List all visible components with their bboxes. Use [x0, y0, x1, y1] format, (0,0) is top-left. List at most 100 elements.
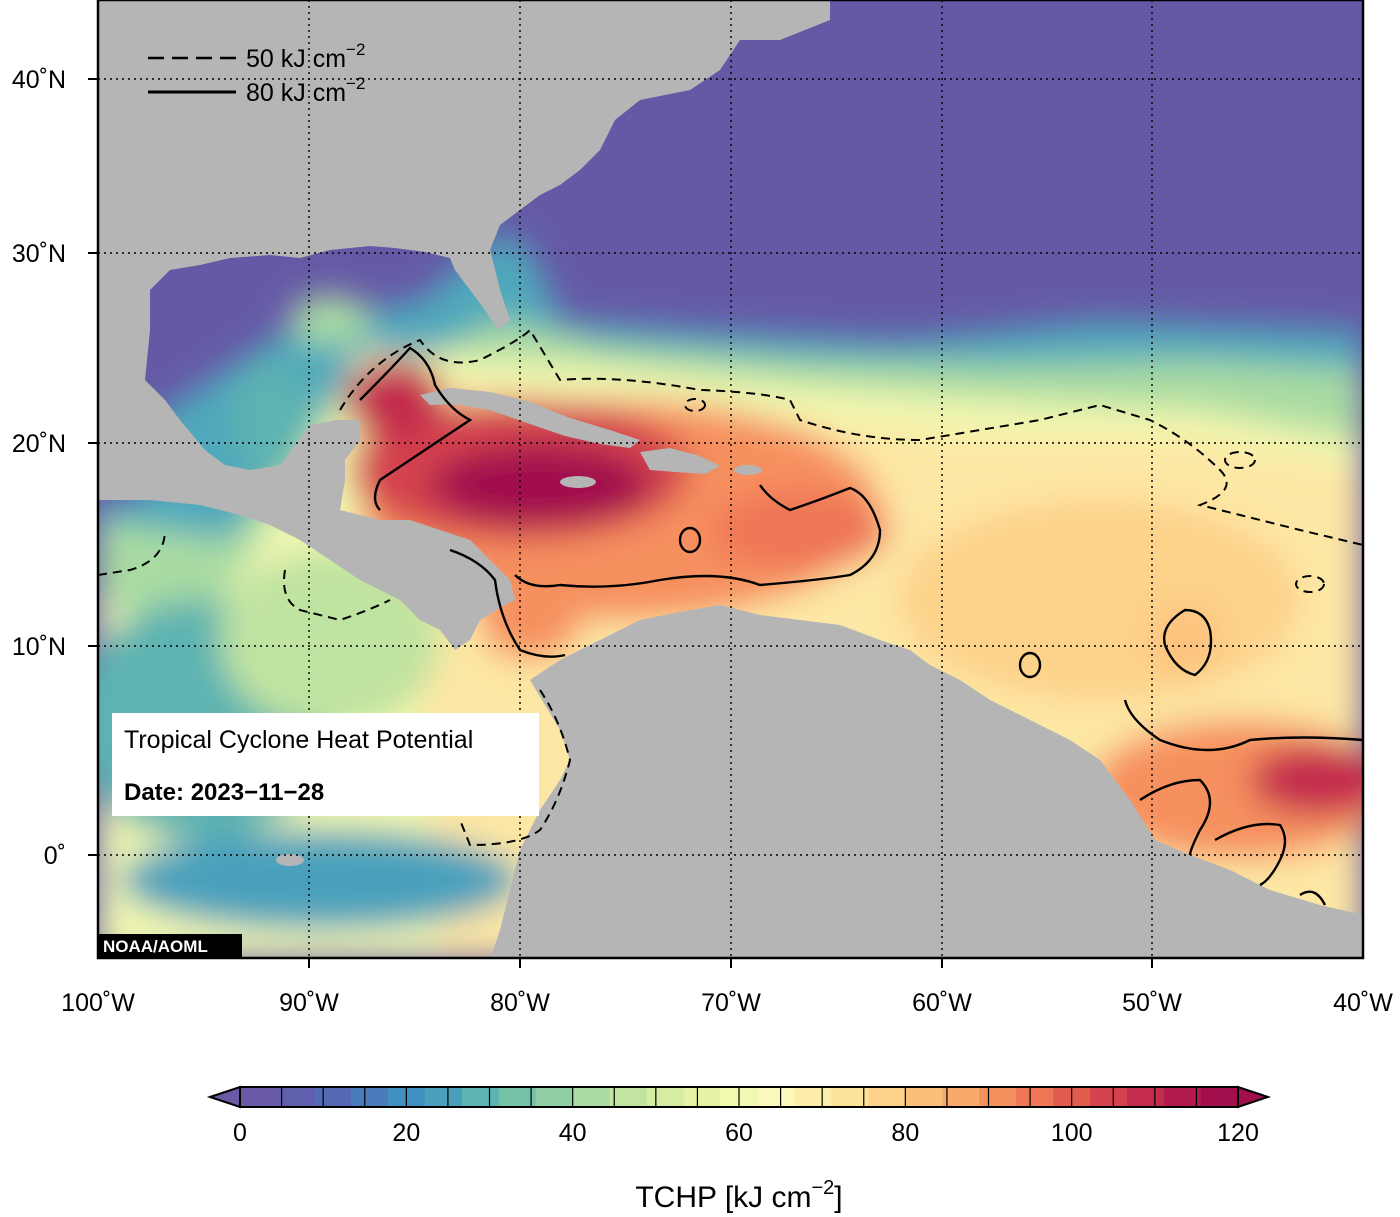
colorbar-segment: [609, 1087, 648, 1107]
lon-label-100: 100˚W: [61, 989, 135, 1017]
legend-dashed-exp: −2: [346, 40, 365, 59]
lat-label-10: 10˚N: [12, 633, 66, 661]
colorbar-segment: [424, 1087, 463, 1107]
info-box-bg: [112, 713, 539, 816]
lat-labels: 40˚N 30˚N 20˚N 10˚N 0˚: [12, 66, 66, 870]
colorbar-tick-label: 40: [559, 1119, 587, 1147]
colorbar-tick-label: 0: [233, 1119, 247, 1147]
land-galapagos: [276, 854, 304, 866]
lon-label-80: 80˚W: [490, 989, 550, 1017]
colorbar-title: TCHP [kJ cm−2]: [635, 1177, 842, 1214]
colorbar-title-main: TCHP [kJ cm: [635, 1181, 811, 1214]
colorbar: 0 20 40 60 80 100 120 TCHP [kJ cm−2]: [206, 1085, 1272, 1214]
colorbar-segment: [979, 1087, 1017, 1107]
lat-label-40: 40˚N: [12, 66, 66, 94]
contours-50: [98, 328, 1363, 847]
colorbar-segment: [240, 1087, 278, 1107]
info-box-title: Tropical Cyclone Heat Potential: [124, 726, 473, 754]
colorbar-tick-label: 120: [1217, 1119, 1259, 1147]
contour-80-equatorial: [1123, 699, 1363, 906]
colorbar-title-close: ]: [834, 1181, 842, 1214]
colorbar-segment: [683, 1087, 722, 1107]
colorbar-segment: [350, 1087, 389, 1107]
colorbar-segment: [646, 1087, 685, 1107]
tick-marks: [88, 78, 1153, 968]
colorbar-segments: [240, 1087, 1239, 1107]
legend-solid-value: 80: [246, 79, 274, 107]
colorbar-segment: [794, 1087, 833, 1107]
land-jamaica: [560, 476, 596, 488]
legend-dashed-unit: kJ cm: [281, 45, 346, 73]
credit-badge: NOAA/AOML: [99, 934, 242, 957]
land-florida: [450, 250, 510, 330]
info-box-date-label: Date:: [124, 779, 184, 806]
heat-caribbean-crimson: [430, 445, 650, 525]
land-south-america: [490, 605, 1363, 958]
colorbar-segment: [1127, 1087, 1165, 1107]
colorbar-segment: [498, 1087, 537, 1107]
heat-yucatan-red: [345, 360, 445, 440]
contour-50-main: [339, 328, 1363, 546]
land-puerto-rico: [734, 465, 762, 475]
credit-badge-bg: [99, 934, 242, 957]
colorbar-title-exp: −2: [811, 1177, 834, 1199]
colorbar-segment: [905, 1087, 943, 1107]
contour-80-caribbean: [359, 346, 473, 511]
credit-text: NOAA/AOML: [103, 937, 208, 956]
info-box-date-value: 2023−11−28: [191, 779, 325, 806]
contour-legend: 50 kJ cm−2 80 kJ cm−2: [148, 40, 365, 107]
colorbar-tick-label: 20: [392, 1119, 420, 1147]
legend-solid-label: 80 kJ cm−2: [246, 74, 365, 107]
colorbar-segment: [461, 1087, 500, 1107]
contour-80-loop-b: [1018, 651, 1042, 679]
info-box-date: Date: 2023−11−28: [124, 779, 324, 806]
land-cuba: [420, 388, 640, 448]
lon-labels: 100˚W 90˚W 80˚W 70˚W 60˚W 50˚W 40˚W: [61, 989, 1393, 1017]
lon-label-90: 90˚W: [279, 989, 339, 1017]
colorbar-arrow-low: [206, 1085, 241, 1109]
heat-pacific-cool-south: [120, 830, 520, 930]
colorbar-tick-label: 80: [891, 1119, 919, 1147]
colorbar-tick-label: 60: [725, 1119, 753, 1147]
legend-solid-unit: kJ cm: [281, 79, 346, 107]
colorbar-tick-label: 100: [1051, 1119, 1093, 1147]
colorbar-segment: [276, 1087, 315, 1107]
colorbar-segment: [757, 1087, 796, 1107]
colorbar-ticks: [280, 1087, 1198, 1107]
land-masses: [98, 0, 1363, 958]
colorbar-labels: 0 20 40 60 80 100 120: [233, 1119, 1259, 1147]
legend-dashed-label: 50 kJ cm−2: [246, 40, 365, 73]
colorbar-segment: [535, 1087, 574, 1107]
contour-80-loop-a: [678, 526, 702, 554]
contour-80-south: [449, 484, 882, 658]
land-north-america: [98, 0, 830, 650]
contour-80-atlantic: [1163, 608, 1213, 677]
colorbar-segment: [1164, 1087, 1202, 1107]
heat-atlantic-mid: [900, 500, 1300, 700]
colorbar-segment: [831, 1087, 869, 1107]
colorbar-segment: [313, 1087, 352, 1107]
heat-pacific-green: [220, 550, 440, 730]
contour-50-pacific: [98, 529, 391, 622]
heat-gulf-teal: [230, 360, 310, 480]
contours-80: [359, 346, 1363, 906]
contour-50-loop-b: [1295, 575, 1325, 593]
heat-gulf-green: [290, 295, 370, 345]
lat-label-20: 20˚N: [12, 430, 66, 458]
colorbar-segment: [868, 1087, 906, 1107]
lat-label-30: 30˚N: [12, 240, 66, 268]
lat-label-0: 0˚: [44, 842, 66, 870]
lon-label-50: 50˚W: [1122, 989, 1182, 1017]
contour-50-loop-a: [1224, 451, 1256, 469]
colorbar-arrow-high: [1237, 1085, 1272, 1109]
lon-label-60: 60˚W: [912, 989, 972, 1017]
colorbar-segment: [572, 1087, 611, 1107]
contour-50-loop-c: [684, 398, 706, 412]
info-box: Tropical Cyclone Heat Potential Date: 20…: [112, 713, 539, 816]
land-hispaniola: [640, 448, 720, 474]
colorbar-segment: [1090, 1087, 1128, 1107]
lon-label-70: 70˚W: [701, 989, 761, 1017]
heat-equatorial-red: [1250, 745, 1363, 815]
legend-solid-exp: −2: [346, 74, 365, 93]
